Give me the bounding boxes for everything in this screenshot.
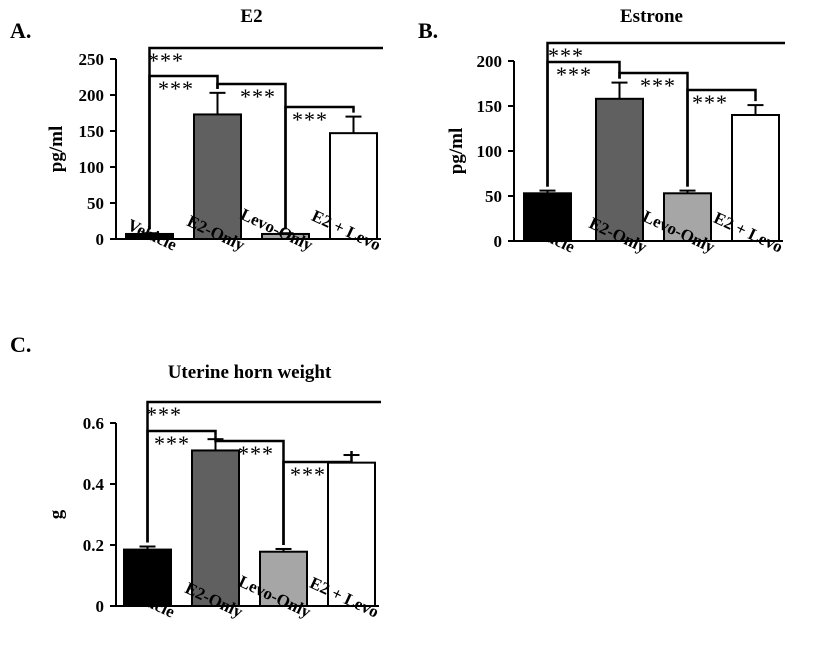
significance-stars: *** [238, 441, 274, 466]
y-tick-label: 100 [477, 142, 503, 161]
significance-stars: *** [692, 90, 728, 115]
significance-bracket [146, 429, 217, 543]
significance-bracket [546, 60, 621, 187]
chart-title: Estrone [620, 6, 683, 27]
significance-stars: *** [548, 43, 584, 68]
bar-e2-levo [329, 132, 378, 240]
y-tick-label: 50 [87, 194, 104, 213]
significance-stars: *** [148, 48, 184, 73]
significance-stars: *** [290, 462, 326, 487]
x-tick-label: Vehicle [124, 215, 180, 254]
significance-stars: *** [556, 62, 592, 87]
bar-e2-only [193, 113, 242, 240]
y-tick-label: 200 [477, 52, 503, 71]
y-tick-label: 100 [79, 158, 105, 177]
significance-stars: *** [146, 402, 182, 427]
significance-bracket [148, 74, 219, 230]
y-axis-label: g [46, 509, 67, 519]
y-tick-label: 0 [494, 232, 503, 251]
y-tick-label: 0 [96, 597, 105, 616]
significance-stars: *** [154, 431, 190, 456]
significance-stars: *** [158, 76, 194, 101]
y-tick-label: 50 [485, 187, 502, 206]
chart-title: E2 [240, 6, 262, 27]
y-tick-label: 200 [79, 86, 105, 105]
bar-e2-levo [327, 461, 376, 607]
panel-label: A. [10, 18, 31, 43]
panel-label: B. [418, 18, 438, 43]
y-tick-label: 150 [477, 97, 503, 116]
significance-stars: *** [640, 73, 676, 98]
chart-title: Uterine horn weight [168, 362, 332, 383]
significance-bracket [282, 451, 353, 545]
y-tick-label: 150 [79, 122, 105, 141]
panel-label: C. [10, 332, 31, 357]
bar-vehicle [523, 192, 572, 243]
y-tick-label: 250 [79, 50, 105, 69]
significance-bracket [686, 88, 757, 187]
y-axis-label: pg/ml [446, 128, 467, 174]
bar-e2-only [595, 97, 644, 242]
y-tick-label: 0 [96, 230, 105, 249]
y-axis-label: pg/ml [46, 126, 67, 172]
significance-stars: *** [240, 84, 276, 109]
significance-bracket [284, 105, 355, 230]
y-tick-label: 0.6 [83, 414, 104, 433]
bar-levo-only [663, 192, 712, 243]
significance-stars: *** [292, 107, 328, 132]
y-tick-label: 0.2 [83, 536, 104, 555]
y-tick-label: 0.4 [83, 475, 105, 494]
bar-levo-only [259, 550, 308, 608]
x-tick-label: Levo-Only [238, 205, 317, 255]
